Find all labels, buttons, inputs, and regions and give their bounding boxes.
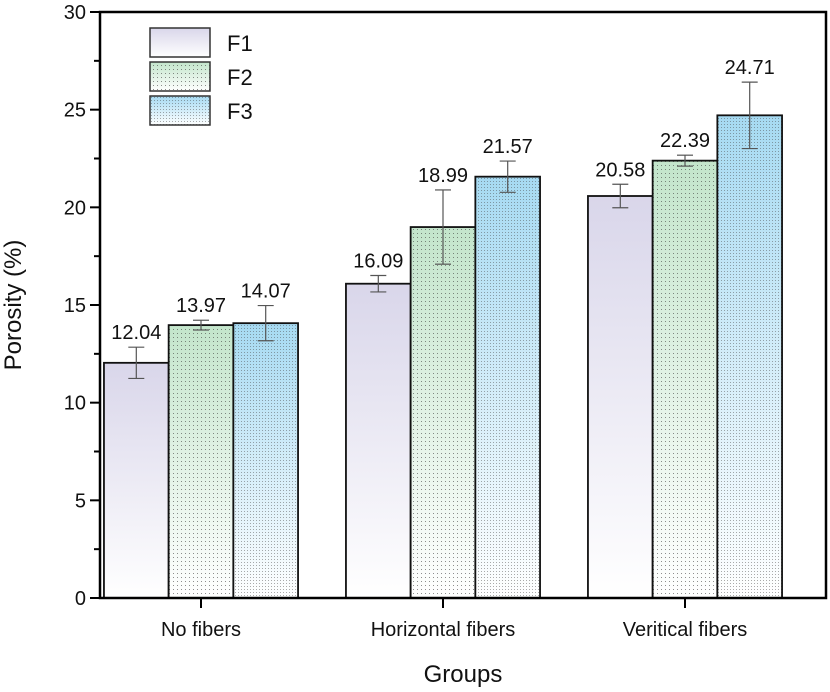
data-label: 20.58: [595, 159, 645, 181]
data-label: 22.39: [660, 130, 710, 152]
bar-pattern-f2-2: [410, 227, 476, 598]
legend-label: F2: [227, 65, 253, 90]
x-axis: No fibers Horizontal fibers Veritical fibe…: [161, 598, 747, 641]
legend-label: F3: [227, 99, 253, 124]
x-tick-label: Veritical fibers: [623, 619, 748, 641]
data-label: 14.07: [241, 281, 291, 303]
y-tick-label: 5: [75, 490, 86, 512]
data-label: 16.09: [353, 251, 403, 273]
bar-f1-3: [587, 196, 653, 598]
y-tick-label: 30: [64, 2, 86, 24]
data-label: 13.97: [176, 295, 226, 317]
y-tick-label: 15: [64, 295, 86, 317]
bars-layer: [103, 114, 783, 599]
data-label: 18.99: [418, 165, 468, 187]
y-tick-label: 0: [75, 588, 86, 610]
legend: F1 F2 F3: [149, 27, 253, 126]
y-axis-label: Porosity (%): [0, 240, 27, 371]
legend-swatch-outline: [149, 27, 211, 58]
bar-pattern-f3-1: [233, 323, 299, 598]
y-tick-label: 25: [64, 100, 86, 122]
bar-f1-2: [345, 283, 411, 598]
y-axis: 0 5 10 15 20 25 30: [64, 2, 100, 610]
y-tick-label: 20: [64, 197, 86, 219]
legend-swatch-f1: [150, 28, 210, 57]
bar-pattern-f2-3: [652, 160, 718, 598]
bar-pattern-f2-1: [168, 325, 234, 598]
bar-pattern-f3-3: [717, 115, 783, 599]
legend-label: F1: [227, 31, 253, 56]
data-labels-layer: 12.04 13.97 14.07 16.09 18.99 21.57 20.58 22.39…: [111, 57, 774, 344]
legend-swatch-pattern: [150, 62, 210, 91]
x-axis-label: Groups: [424, 661, 503, 688]
bar-f1-1: [103, 362, 169, 598]
data-label: 21.57: [483, 136, 533, 158]
x-tick-label: No fibers: [161, 619, 241, 641]
error-bars-layer: [128, 81, 758, 380]
data-label: 24.71: [725, 57, 775, 79]
data-label: 12.04: [111, 322, 161, 344]
x-tick-label: Horizontal fibers: [371, 619, 516, 641]
legend-swatch-outline: [149, 61, 211, 92]
y-tick-label: 10: [64, 393, 86, 415]
legend-swatch-pattern: [150, 96, 210, 125]
legend-swatch-outline: [149, 95, 211, 126]
bar-pattern-f3-2: [475, 176, 541, 598]
